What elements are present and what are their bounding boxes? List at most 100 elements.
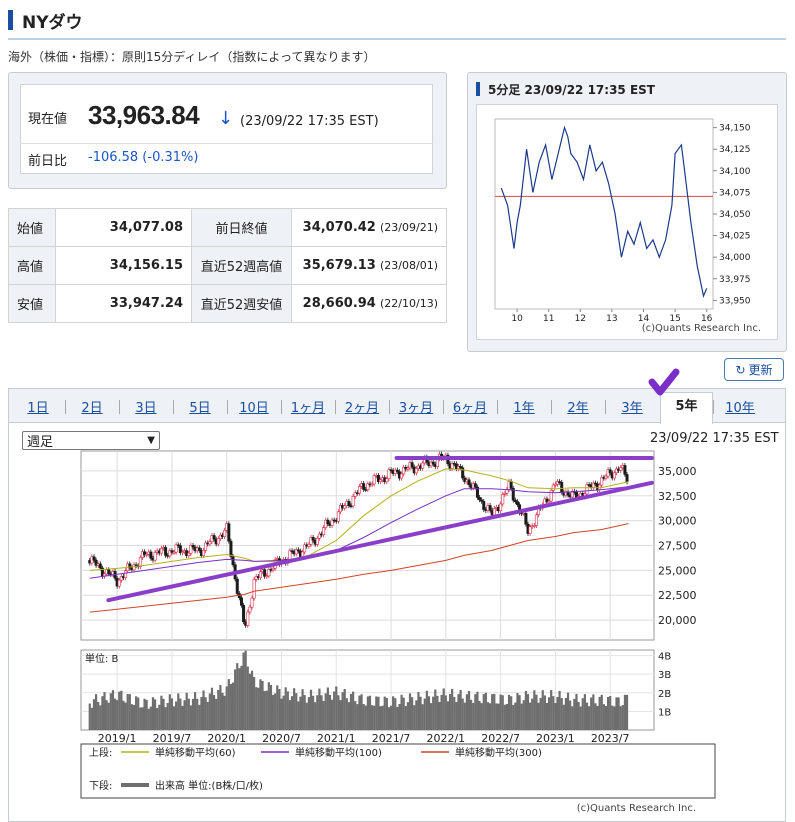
tab-separator bbox=[389, 400, 390, 414]
x-tick-label: 2020/7 bbox=[262, 732, 301, 745]
tab-11[interactable]: 3年 bbox=[621, 401, 643, 416]
volume-bar bbox=[130, 704, 134, 730]
mini-y-tick-label: 34,075 bbox=[719, 188, 751, 198]
candle-body bbox=[94, 559, 98, 566]
volume-bar bbox=[535, 694, 538, 730]
volume-bar bbox=[303, 695, 306, 730]
candle-body bbox=[326, 519, 330, 525]
volume-bar bbox=[267, 682, 270, 730]
volume-bar bbox=[569, 700, 572, 730]
volume-bar bbox=[402, 697, 405, 730]
volume-bar bbox=[166, 702, 169, 730]
candle-body bbox=[309, 537, 313, 545]
volume-bar bbox=[442, 688, 445, 730]
delay-note: 海外（株価・指標）：原則15分ディレイ（指数によって異なります） bbox=[8, 50, 376, 64]
volume-bar bbox=[389, 705, 393, 730]
candle-body bbox=[347, 501, 351, 506]
volume-bar bbox=[126, 693, 129, 730]
candle-body bbox=[294, 549, 298, 555]
volume-bar bbox=[465, 694, 469, 730]
candle-body bbox=[307, 544, 311, 547]
prev-close-cell: 34,070.42 (23/09/21) bbox=[291, 208, 447, 247]
candle-body bbox=[410, 462, 414, 468]
tab-5y[interactable]: 5年 bbox=[660, 392, 713, 424]
volume-bar bbox=[335, 686, 338, 730]
price-y-tick-label: 22,500 bbox=[658, 589, 697, 602]
intraday-accent-bar bbox=[476, 82, 480, 96]
tab-8[interactable]: 6ヶ月 bbox=[452, 401, 488, 416]
volume-bar bbox=[137, 697, 140, 730]
volume-bar bbox=[356, 704, 359, 730]
volume-bar bbox=[358, 695, 361, 730]
volume-bar bbox=[558, 690, 561, 730]
volume-bar bbox=[398, 703, 401, 730]
volume-bar bbox=[124, 702, 127, 730]
volume-bar bbox=[295, 693, 298, 730]
intraday-chart-box: 34,150 34,125 34,100 34,075 34,050 34,025 34,0… bbox=[476, 104, 778, 340]
volume-unit-label: 単位: B bbox=[85, 652, 119, 665]
price-y-tick-label: 30,000 bbox=[658, 515, 697, 528]
volume-bar bbox=[301, 689, 304, 730]
candle-body bbox=[560, 481, 564, 493]
volume-bar bbox=[577, 701, 580, 730]
tab-3[interactable]: 5日 bbox=[189, 401, 211, 416]
tab-4[interactable]: 10日 bbox=[239, 401, 269, 416]
volume-bar bbox=[623, 694, 627, 730]
volume-bar bbox=[168, 694, 171, 730]
refresh-label: 更新 bbox=[748, 363, 773, 377]
candle-body bbox=[212, 535, 216, 540]
candle-body bbox=[159, 548, 163, 554]
candle-body bbox=[353, 492, 357, 497]
volume-bar bbox=[453, 696, 456, 730]
volume-bar bbox=[179, 698, 182, 730]
volume-bar bbox=[149, 706, 152, 730]
period-select[interactable]: 週足 ▼ bbox=[22, 431, 160, 450]
tab-13[interactable]: 10年 bbox=[725, 401, 755, 416]
tab-2[interactable]: 3日 bbox=[135, 401, 157, 416]
volume-bar bbox=[381, 705, 384, 730]
volume-bar bbox=[602, 704, 605, 730]
volume-bar bbox=[189, 705, 192, 730]
tab-7[interactable]: 3ヶ月 bbox=[398, 401, 434, 416]
volume-bar bbox=[554, 703, 557, 730]
volume-bar bbox=[261, 680, 264, 730]
tab-10[interactable]: 2年 bbox=[567, 401, 589, 416]
candle-body bbox=[172, 551, 176, 554]
volume-bar bbox=[562, 704, 565, 730]
candle-body bbox=[174, 544, 178, 553]
volume-bar bbox=[581, 698, 584, 730]
title-accent-bar bbox=[8, 10, 13, 30]
volume-bar bbox=[408, 693, 412, 730]
volume-bar bbox=[236, 663, 239, 730]
volume-bar bbox=[135, 696, 138, 730]
volume-bar bbox=[90, 707, 93, 730]
volume-bar bbox=[514, 702, 517, 730]
volume-bar bbox=[503, 704, 506, 730]
volume-bar bbox=[411, 697, 414, 730]
mini-y-tick-label: 33,950 bbox=[719, 296, 751, 306]
volume-bar bbox=[573, 698, 576, 730]
tab-5[interactable]: 1ヶ月 bbox=[290, 401, 326, 416]
volume-bar bbox=[231, 682, 235, 730]
candle-body bbox=[501, 494, 505, 505]
volume-bar bbox=[482, 694, 485, 730]
candle-body bbox=[204, 542, 208, 551]
volume-bar bbox=[343, 689, 346, 730]
volume-bar bbox=[590, 697, 593, 730]
tab-6[interactable]: 2ヶ月 bbox=[344, 401, 380, 416]
volume-bar bbox=[512, 704, 515, 730]
tab-0[interactable]: 1日 bbox=[27, 401, 49, 416]
candle-body bbox=[467, 479, 471, 486]
refresh-button[interactable]: ↻ 更新 bbox=[724, 358, 784, 381]
volume-bar bbox=[406, 702, 410, 730]
tab-1[interactable]: 2日 bbox=[81, 401, 103, 416]
candle-body bbox=[556, 481, 560, 485]
candle-body bbox=[271, 568, 275, 571]
legend-lower-label: 下段: bbox=[89, 779, 112, 792]
checkmark-icon bbox=[648, 368, 680, 396]
high52-cell: 35,679.13 (23/08/01) bbox=[291, 246, 447, 285]
volume-bar bbox=[181, 705, 184, 730]
volume-bar bbox=[467, 690, 471, 730]
volume-bar bbox=[524, 690, 527, 730]
tab-9[interactable]: 1年 bbox=[513, 401, 535, 416]
